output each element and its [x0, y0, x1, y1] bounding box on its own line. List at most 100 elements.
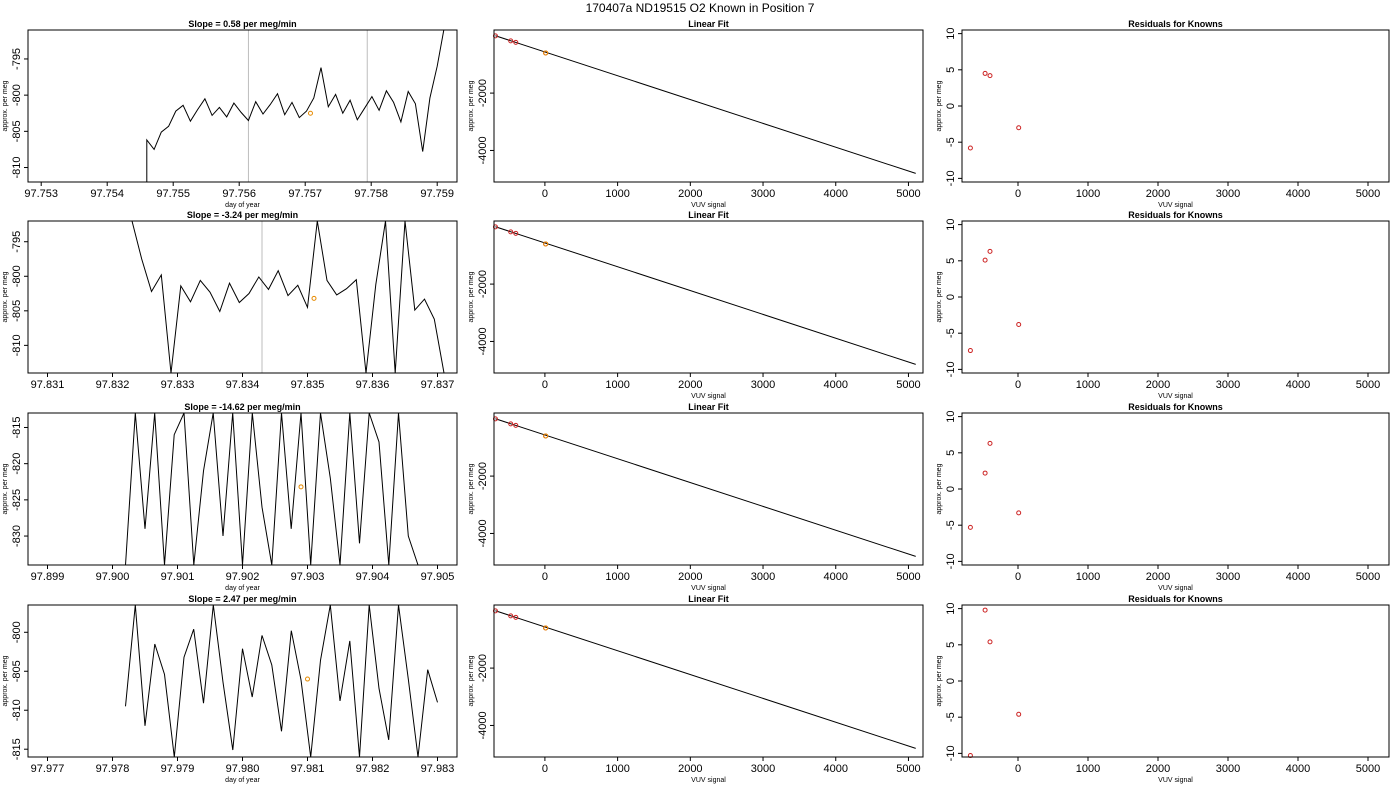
- data-point: [987, 248, 993, 254]
- y-tick-label: 5: [945, 642, 957, 648]
- y-tick-label: 0: [945, 678, 957, 684]
- page-title: 170407a ND19515 O2 Known in Position 7: [585, 1, 815, 15]
- plot-frame: [493, 604, 924, 758]
- x-tick-label: 97.980: [226, 763, 260, 775]
- panel-r4-c1: Slope = 2.47 per meg/min 97.977 97.978 97.9…: [2, 594, 458, 784]
- x-tick-label: 2000: [1146, 379, 1170, 391]
- x-tick-label: 0: [1015, 379, 1021, 391]
- x-tick-label: 5000: [1356, 763, 1380, 775]
- x-axis-label: day of year: [225, 202, 260, 209]
- x-tick-label: 3000: [1216, 571, 1240, 583]
- y-axis-label: approx. per meg: [2, 271, 9, 322]
- panel-title: Linear Fit: [688, 402, 729, 412]
- x-tick-label: 1000: [605, 763, 629, 775]
- data-point: [492, 33, 498, 39]
- y-tick-label: -5: [945, 520, 957, 530]
- data-point: [513, 422, 519, 428]
- highlight-point: [543, 625, 549, 631]
- x-tick-label: 4000: [1286, 571, 1310, 583]
- x-tick-label: 97.905: [421, 571, 455, 583]
- y-axis-label: approx. per meg: [936, 80, 943, 131]
- y-tick-label: 0: [945, 103, 957, 109]
- y-axis-label: approx. per meg: [936, 655, 943, 706]
- y-tick-label: -815: [11, 738, 23, 760]
- x-tick-label: 2000: [1146, 763, 1170, 775]
- x-tick-label: 97.900: [96, 571, 130, 583]
- y-tick-label: -2000: [477, 654, 489, 682]
- y-tick-label: -795: [11, 48, 23, 70]
- x-axis-label: VUV signal: [1158, 777, 1193, 784]
- y-tick-label: -795: [11, 231, 23, 253]
- data-point: [492, 224, 498, 230]
- x-tick-label: 4000: [1286, 763, 1310, 775]
- data-point: [492, 416, 498, 422]
- x-tick-label: 97.831: [31, 379, 65, 391]
- y-tick-label: -820: [11, 453, 23, 475]
- y-axis-label: approx. per meg: [2, 80, 9, 131]
- y-tick-label: -10: [945, 553, 957, 569]
- plot-frame: [961, 29, 1390, 183]
- panel-r1-c1: Slope = 0.58 per meg/min 97.753 97.754 97.7…: [2, 19, 458, 209]
- data-point: [987, 73, 993, 79]
- x-tick-label: 4000: [1286, 379, 1310, 391]
- x-tick-label: 97.982: [356, 763, 390, 775]
- y-tick-label: 0: [945, 294, 957, 300]
- x-tick-label: 97.902: [226, 571, 260, 583]
- y-tick-label: -2000: [477, 462, 489, 490]
- x-axis-label: VUV signal: [691, 777, 726, 784]
- x-tick-label: 2000: [678, 763, 702, 775]
- x-tick-label: 4000: [1286, 188, 1310, 200]
- data-point: [967, 753, 973, 759]
- x-tick-label: 1000: [1076, 571, 1100, 583]
- y-tick-label: -4000: [477, 136, 489, 164]
- highlight-point: [543, 50, 549, 56]
- y-tick-label: 10: [945, 218, 957, 230]
- x-tick-label: 97.903: [291, 571, 325, 583]
- x-tick-label: 97.901: [161, 571, 195, 583]
- x-tick-label: 2000: [678, 188, 702, 200]
- panel-title: Linear Fit: [688, 594, 729, 604]
- panel-title: Residuals for Knowns: [1128, 210, 1223, 220]
- panel-r2-c2: Linear Fit 0 1000 2000 3000 4000 5000 -4000 -200…: [468, 210, 924, 400]
- x-tick-label: 3000: [751, 571, 775, 583]
- panel-title: Residuals for Knowns: [1128, 594, 1223, 604]
- plot-frame: [27, 412, 458, 566]
- y-tick-label: -805: [11, 300, 23, 322]
- y-tick-label: -2000: [477, 270, 489, 298]
- y-tick-label: -805: [11, 120, 23, 142]
- panel-r4-c3: Residuals for Knowns 0 1000 2000 3000 4000 500…: [936, 594, 1390, 784]
- x-tick-label: 97.832: [96, 379, 130, 391]
- y-tick-label: -5: [945, 137, 957, 147]
- y-axis-label: approx. per meg: [468, 271, 475, 322]
- data-point: [982, 257, 988, 263]
- x-tick-label: 97.983: [421, 763, 455, 775]
- x-tick-label: 97.753: [24, 188, 58, 200]
- plot-frame: [961, 412, 1390, 566]
- plot-frame: [961, 220, 1390, 374]
- fit-line: [495, 610, 916, 749]
- y-tick-label: 0: [945, 486, 957, 492]
- x-tick-label: 97.835: [291, 379, 325, 391]
- data-point: [508, 421, 514, 427]
- y-tick-label: 10: [945, 602, 957, 614]
- data-point: [513, 230, 519, 236]
- y-tick-label: -4000: [477, 711, 489, 739]
- x-tick-label: 1000: [605, 379, 629, 391]
- x-tick-label: 97.836: [356, 379, 390, 391]
- fit-line: [495, 35, 916, 174]
- data-point: [987, 440, 993, 446]
- y-axis-label: approx. per meg: [936, 463, 943, 514]
- plot-frame: [27, 29, 458, 183]
- data-point: [508, 613, 514, 619]
- x-tick-label: 5000: [896, 188, 920, 200]
- x-tick-label: 1000: [1076, 188, 1100, 200]
- x-tick-label: 3000: [1216, 188, 1240, 200]
- highlight-point: [543, 433, 549, 439]
- x-tick-label: 2000: [1146, 571, 1170, 583]
- highlight-point: [543, 241, 549, 247]
- y-axis-label: approx. per meg: [2, 463, 9, 514]
- x-tick-label: 5000: [1356, 188, 1380, 200]
- x-tick-label: 97.899: [31, 571, 65, 583]
- data-point: [492, 608, 498, 614]
- panel-r4-c2: Linear Fit 0 1000 2000 3000 4000 5000 -4000 -200…: [468, 594, 924, 784]
